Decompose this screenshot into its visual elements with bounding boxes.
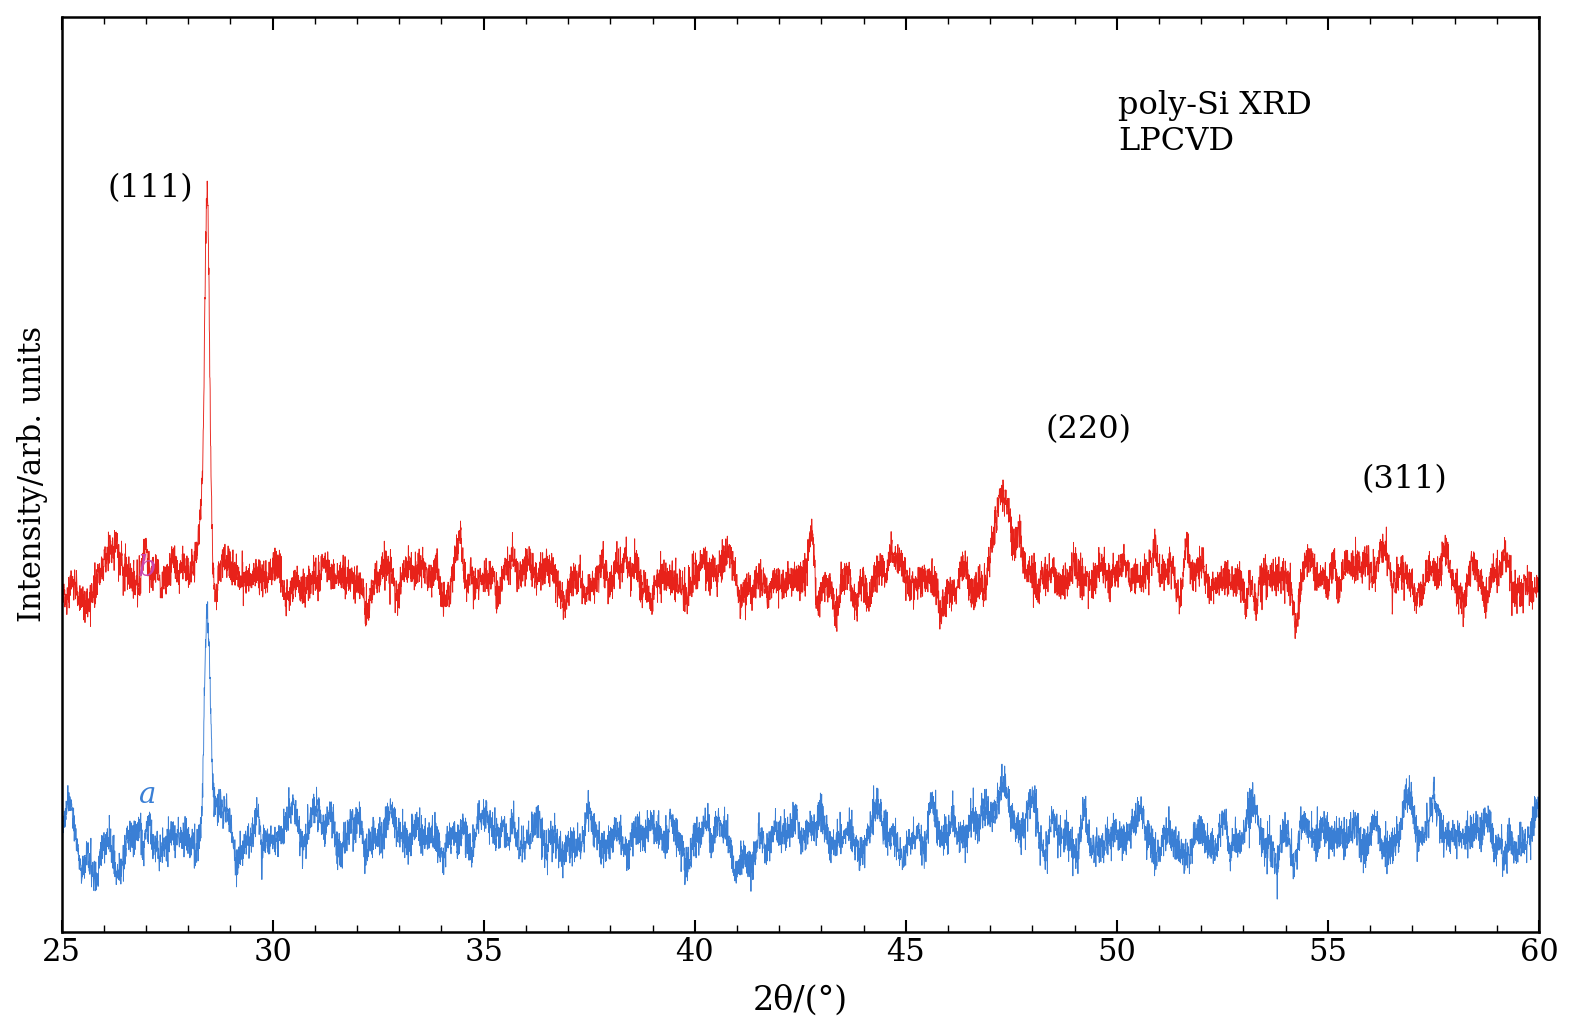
X-axis label: 2θ/(°): 2θ/(°): [753, 984, 847, 1016]
Text: (220): (220): [1046, 414, 1131, 445]
Text: b: b: [137, 554, 156, 583]
Y-axis label: Intensity/arb. units: Intensity/arb. units: [17, 326, 47, 622]
Text: (111): (111): [107, 173, 194, 204]
Text: poly-Si XRD
LPCVD: poly-Si XRD LPCVD: [1118, 90, 1312, 157]
Text: a: a: [137, 781, 154, 809]
Text: (311): (311): [1362, 464, 1447, 495]
